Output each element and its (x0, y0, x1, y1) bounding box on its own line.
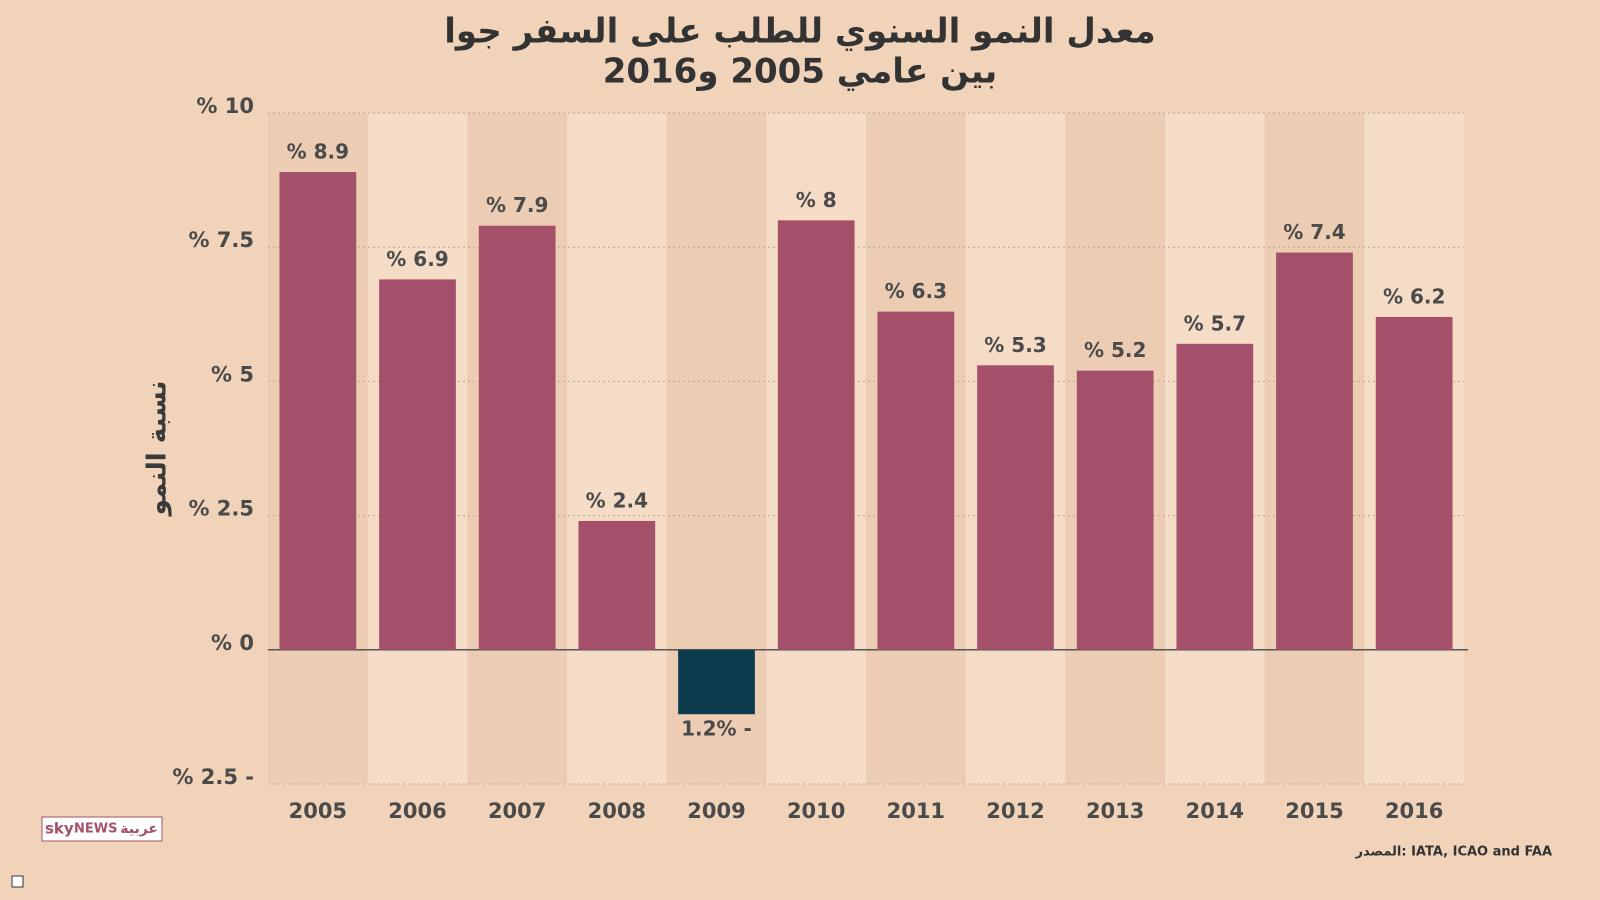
bar (379, 279, 456, 650)
value-label: % 7.9 (486, 193, 548, 217)
x-tick-label: 2009 (687, 799, 745, 823)
value-label: % 5.3 (984, 333, 1046, 357)
bar (1276, 252, 1353, 650)
bar (1076, 370, 1154, 650)
value-label: % 2.4 (586, 488, 648, 512)
logo-sky: sky (45, 820, 74, 838)
y-axis-label: نسبة النمو (143, 381, 173, 518)
corner-box (11, 875, 24, 888)
source: المصدر: IATA, ICAO and FAA (1355, 845, 1552, 860)
x-tick-label: 2010 (787, 799, 845, 823)
value-label: 1.2% - (681, 717, 752, 741)
y-tick-label: % 10 (196, 94, 254, 118)
logo-box (41, 816, 163, 842)
bar (877, 311, 955, 650)
column-band (567, 113, 667, 784)
value-label: % 8 (796, 188, 837, 212)
y-tick-label: % 5 (211, 362, 254, 386)
value-label: % 5.7 (1184, 311, 1246, 335)
value-label: % 6.9 (386, 247, 448, 271)
y-tick-label: % 2.5 - (172, 765, 254, 789)
x-tick-label: 2008 (588, 799, 646, 823)
value-label: % 5.2 (1084, 338, 1146, 362)
logo: sky NEWS عربية (41, 816, 163, 842)
x-tick-label: 2011 (887, 799, 945, 823)
chart-subtitle: بين عامي 2005 و2016 (603, 52, 998, 92)
value-label: % 6.3 (885, 279, 947, 303)
bar (678, 649, 755, 715)
y-tick-label: % 0 (211, 631, 254, 655)
bar (279, 172, 357, 650)
bar (478, 225, 556, 650)
value-label: % 8.9 (287, 140, 349, 164)
x-tick-label: 2013 (1086, 799, 1144, 823)
x-tick-label: 2012 (986, 799, 1044, 823)
x-tick-label: 2005 (289, 799, 347, 823)
logo-news: NEWS (74, 822, 117, 837)
bar (1176, 343, 1254, 650)
logo-arabic: عربية (120, 821, 158, 837)
value-label: % 7.4 (1283, 220, 1345, 244)
bar (578, 520, 656, 650)
y-tick-label: % 2.5 (188, 497, 254, 521)
x-tick-label: 2016 (1385, 799, 1443, 823)
chart-title: معدل النمو السنوي للطلب على السفر جوا (444, 12, 1155, 52)
bar (977, 365, 1054, 650)
x-tick-label: 2006 (388, 799, 446, 823)
x-tick-label: 2015 (1285, 799, 1343, 823)
x-tick-label: 2014 (1186, 799, 1244, 823)
bar (1375, 316, 1453, 650)
bar (777, 220, 855, 650)
value-label: % 6.2 (1383, 284, 1445, 308)
x-tick-label: 2007 (488, 799, 546, 823)
y-tick-label: % 7.5 (188, 228, 254, 252)
